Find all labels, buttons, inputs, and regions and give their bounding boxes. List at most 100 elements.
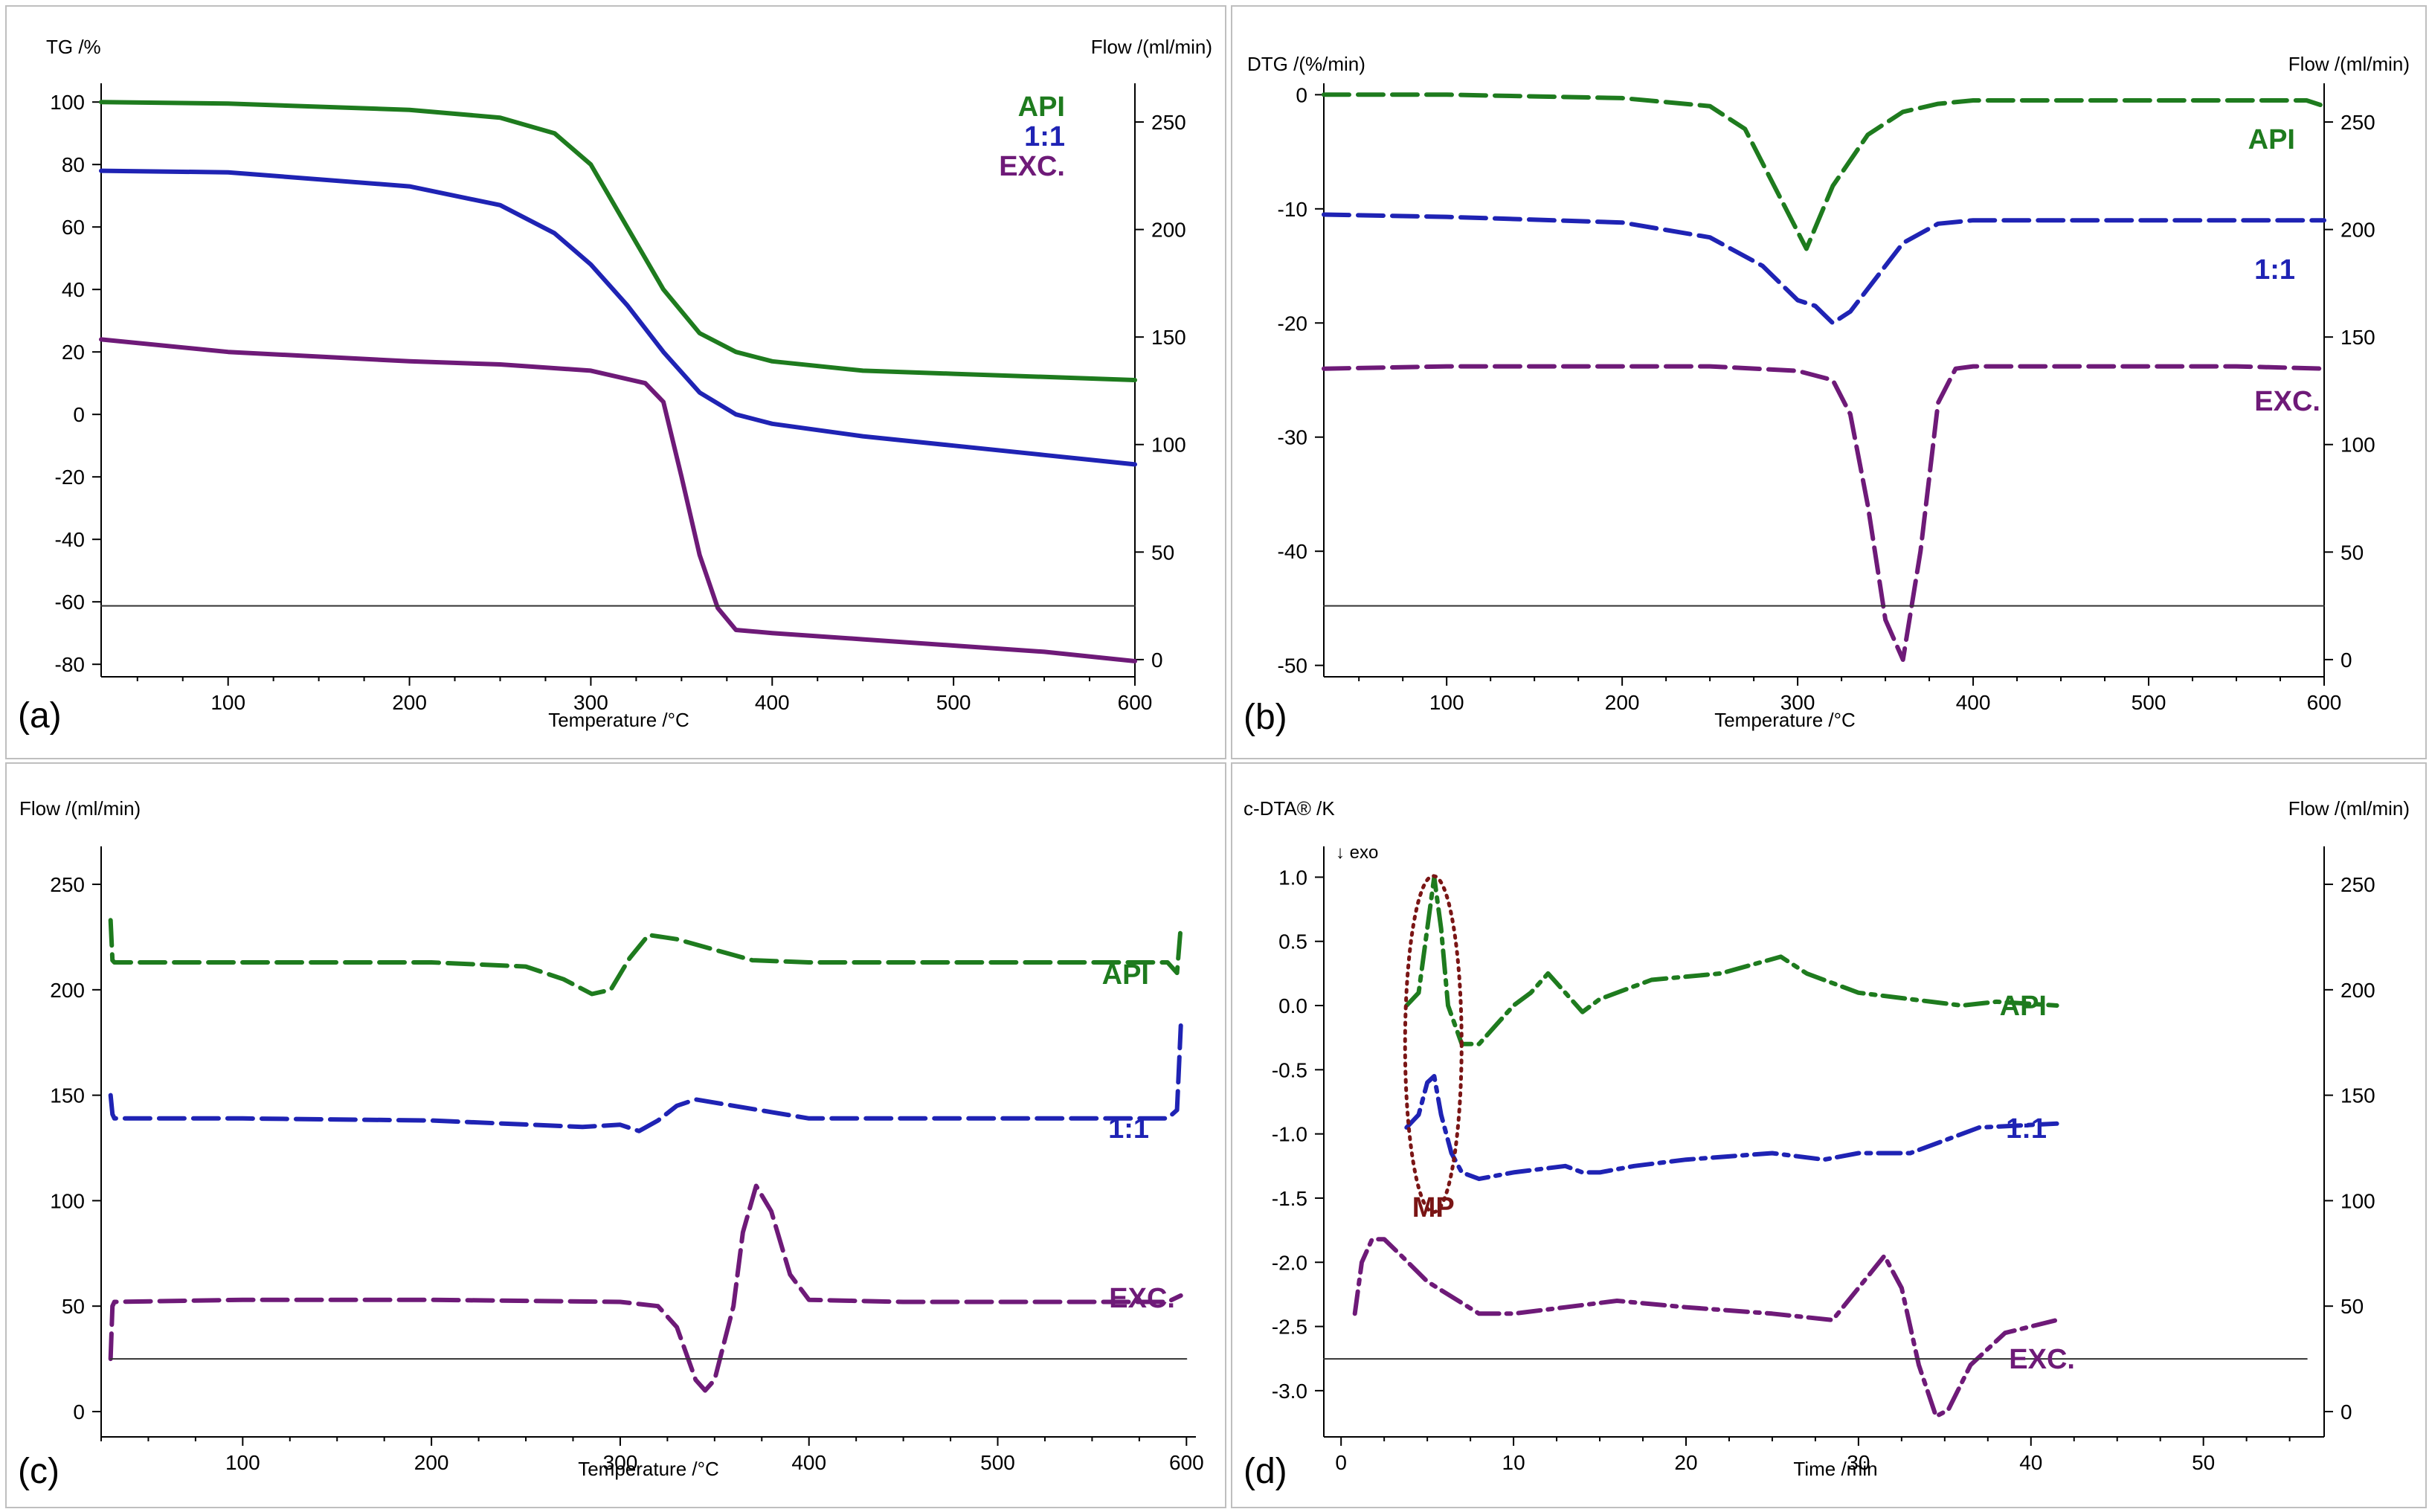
y2-tick-label: 200	[1151, 219, 1186, 242]
y2-tick-label: 250	[2340, 873, 2375, 896]
y-tick-label: 0	[1296, 83, 1307, 106]
y2-tick-label: 250	[2340, 111, 2375, 134]
series-line-exc	[99, 337, 1137, 663]
y-tick-label: 50	[62, 1295, 85, 1318]
legend-label-api: API	[2248, 124, 2295, 155]
y-tick-label: 150	[50, 1084, 85, 1107]
panel-frame	[5, 762, 1226, 1508]
series-line-11	[1322, 212, 2326, 326]
y2-tick-label: 200	[2340, 979, 2375, 1002]
y-tick-label: 250	[50, 873, 85, 896]
y-tick-label: -40	[1278, 540, 1307, 563]
x-tick-label: 50	[2192, 1451, 2215, 1474]
y-axis-label: c-DTA® /K	[1244, 797, 1335, 820]
legend-label-api: API	[2000, 991, 2047, 1022]
series-line-api	[108, 918, 1183, 997]
y-tick-label: -1.0	[1272, 1123, 1307, 1146]
y2-axis-label: Flow /(ml/min)	[2288, 53, 2410, 75]
x-axis-label: Temperature /°C	[548, 709, 689, 731]
y-tick-label: -50	[1278, 654, 1307, 678]
legend-label-11: 1:1	[1108, 1113, 1149, 1145]
series-line-exc	[1352, 1237, 2059, 1419]
x-tick-label: 40	[2019, 1451, 2042, 1474]
y-tick-label: -10	[1278, 198, 1307, 221]
legend-label-11: 1:1	[1024, 121, 1065, 152]
x-tick-label: 600	[2307, 691, 2342, 714]
x-tick-label: 300	[603, 1451, 638, 1474]
y-tick-label: -20	[1278, 312, 1307, 335]
x-tick-label: 500	[936, 691, 971, 714]
exo-note: ↓ exo	[1336, 843, 1378, 863]
y2-tick-label: 150	[1151, 326, 1186, 349]
x-tick-label: 100	[210, 691, 245, 714]
series-line-11	[99, 168, 1137, 467]
panel-label: (c)	[18, 1452, 59, 1491]
y2-axis-label: Flow /(ml/min)	[1091, 36, 1212, 58]
panel-frame	[5, 5, 1226, 759]
x-axis-label: Temperature /°C	[578, 1458, 719, 1480]
series-line-exc	[1322, 364, 2326, 662]
y2-axis-label: Flow /(ml/min)	[2288, 797, 2410, 820]
y2-tick-label: 0	[2340, 1400, 2352, 1423]
y-tick-label: -60	[55, 591, 85, 614]
y-tick-label: -80	[55, 653, 85, 676]
panel-label: (b)	[1244, 698, 1287, 737]
y2-tick-label: 250	[1151, 111, 1186, 134]
y-tick-label: 80	[62, 153, 85, 176]
y2-tick-label: 200	[2340, 219, 2375, 242]
y2-tick-label: 50	[1151, 541, 1174, 564]
legend-label-exc: EXC.	[1109, 1283, 1175, 1314]
y-tick-label: -3.0	[1272, 1380, 1307, 1403]
y-tick-label: -0.5	[1272, 1058, 1307, 1081]
series-line-exc	[108, 1183, 1183, 1393]
y-tick-label: 1.0	[1278, 866, 1307, 889]
y2-tick-label: 0	[2340, 649, 2352, 672]
x-tick-label: 600	[1118, 691, 1153, 714]
y-tick-label: 100	[50, 1189, 85, 1212]
panel-frame	[1231, 5, 2427, 759]
y-tick-label: 60	[62, 216, 85, 239]
legend-label-api: API	[1018, 91, 1065, 123]
legend-label-exc: EXC.	[999, 151, 1065, 182]
y-tick-label: -20	[55, 466, 85, 489]
y2-tick-label: 0	[1151, 649, 1163, 672]
y-tick-label: -1.5	[1272, 1187, 1307, 1210]
y-tick-label: -40	[55, 528, 85, 551]
y-tick-label: 40	[62, 278, 85, 301]
y-axis-label: Flow /(ml/min)	[19, 797, 141, 820]
x-axis-label: Temperature /°C	[1714, 709, 1856, 731]
x-tick-label: 200	[392, 691, 427, 714]
chart-panel-1: 100 200 300 400 500 600100806040200-20-40-60-…	[5, 5, 1226, 759]
chart-panel-2: 100 200 300 400 500 6000-10-20-30-40-50250200…	[1231, 5, 2427, 759]
legend-label-11: 1:1	[2254, 254, 2295, 286]
panel-label: (a)	[18, 696, 62, 736]
y-tick-label: 20	[62, 341, 85, 364]
series-line-api	[99, 100, 1137, 382]
series-line-11	[1404, 1074, 2059, 1182]
panel-frame	[1231, 762, 2427, 1508]
legend-label-exc: EXC.	[2009, 1344, 2075, 1375]
x-tick-label: 200	[1605, 691, 1640, 714]
y-tick-label: 0.0	[1278, 994, 1307, 1017]
x-tick-label: 20	[1674, 1451, 1697, 1474]
x-axis-label: Time /min	[1793, 1458, 1877, 1480]
y-axis-label: TG /%	[46, 36, 101, 58]
y-tick-label: 0.5	[1278, 930, 1307, 953]
legend-label-api: API	[1102, 959, 1149, 991]
y2-tick-label: 100	[2340, 434, 2375, 457]
x-tick-label: 30	[1847, 1451, 1870, 1474]
y-axis-label: DTG /(%/min)	[1247, 53, 1365, 75]
y-tick-label: 0	[73, 1400, 85, 1423]
x-tick-label: 500	[2132, 691, 2166, 714]
mp-label: MP	[1412, 1192, 1455, 1223]
y2-tick-label: 100	[2340, 1189, 2375, 1212]
panel-label: (d)	[1244, 1452, 1287, 1491]
legend-label-11: 1:1	[2006, 1113, 2047, 1145]
y-tick-label: -2.0	[1272, 1251, 1307, 1274]
y2-tick-label: 50	[2340, 541, 2364, 564]
y-tick-label: 200	[50, 979, 85, 1002]
y2-tick-label: 100	[1151, 434, 1186, 457]
x-tick-label: 400	[791, 1451, 826, 1474]
